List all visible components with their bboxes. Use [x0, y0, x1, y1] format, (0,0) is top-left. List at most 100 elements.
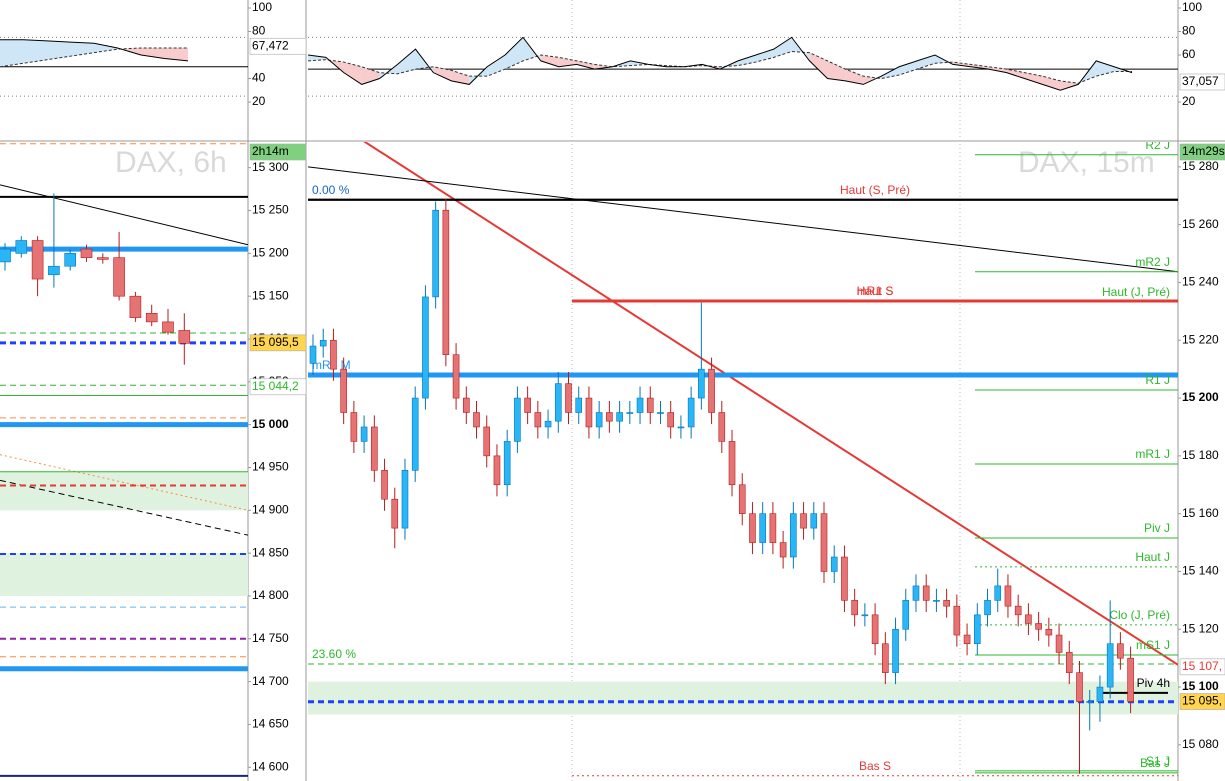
trendline	[0, 454, 248, 511]
level-label: 0.00 %	[312, 183, 350, 197]
price-badge	[249, 378, 307, 396]
candle-body	[933, 600, 940, 602]
level-label: Bas S	[859, 759, 891, 773]
candle-body	[953, 605, 961, 636]
plot-area	[0, 36, 248, 97]
candle-body	[64, 253, 76, 267]
candle-body	[1076, 672, 1083, 702]
y-tick-label: 80	[1182, 24, 1196, 38]
y-tick-label: 14 850	[252, 545, 289, 559]
y-tick-label: 15 150	[252, 288, 289, 302]
osc-fill	[881, 66, 900, 79]
y-tick-label: 15 120	[1182, 621, 1219, 635]
candle-body	[309, 345, 317, 364]
badge-label: 2h14m	[252, 144, 289, 158]
zone	[0, 553, 248, 596]
candle-body	[800, 513, 807, 529]
y-tick-label: 15 240	[1182, 275, 1219, 289]
osc-fill	[308, 55, 326, 61]
level-label: 23.60 %	[312, 647, 356, 661]
candle-body	[810, 513, 818, 529]
candle-body	[1117, 643, 1124, 659]
osc-fill	[558, 57, 577, 67]
candle-body	[80, 248, 93, 258]
y-tick-label: 60	[1182, 47, 1196, 61]
watermark: DAX, 15m	[1018, 146, 1155, 179]
candle-body	[145, 313, 158, 323]
candle-body	[1025, 614, 1032, 624]
candle-body	[677, 426, 685, 429]
y-tick-label: 15 140	[1182, 564, 1219, 578]
candle-body	[790, 513, 797, 558]
candle-body	[129, 295, 142, 318]
candle-body	[779, 542, 787, 558]
candle-body	[728, 441, 736, 486]
y-tick-label: 14 700	[252, 674, 289, 688]
candle-body	[162, 321, 174, 333]
candle-body	[1055, 634, 1063, 653]
candle-body	[759, 513, 766, 543]
candle-body	[330, 339, 337, 370]
osc-fill	[1096, 60, 1115, 77]
candle-body	[534, 412, 542, 428]
candle-body	[442, 209, 450, 356]
candle-body	[493, 455, 501, 486]
candle-body	[432, 209, 439, 298]
candle-body	[340, 368, 347, 413]
y-tick-label: 15 200	[1182, 390, 1219, 404]
candle-body	[892, 628, 899, 673]
trendline	[0, 479, 248, 536]
y-tick-label: 14 650	[252, 717, 289, 731]
candle-body	[616, 412, 623, 422]
candle-body	[994, 585, 1002, 601]
level-label: Haut (J, Pré)	[1102, 285, 1170, 299]
y-tick-label: 15 250	[252, 203, 289, 217]
osc-fill	[952, 62, 971, 67]
plot-area: DAX, 15m 0.00 % Haut (S, Pré) R2 J mR2 J Haut…	[308, 142, 1178, 777]
candle-body	[422, 296, 429, 399]
osc-fill	[773, 37, 792, 58]
badge-label: 15 095,5	[252, 335, 299, 349]
plot-area	[308, 36, 1178, 97]
candle-body	[113, 257, 125, 297]
trendline	[363, 142, 1178, 666]
y-tick-label: 80	[252, 24, 266, 38]
osc-fill	[164, 47, 188, 61]
candle-body	[1045, 628, 1053, 636]
y-tick-label: 15 200	[252, 246, 289, 260]
level-label: Piv 4h	[1137, 676, 1170, 690]
osc-fill	[845, 69, 864, 85]
candle-body	[544, 420, 552, 428]
y-tick-label: 15 160	[1182, 506, 1219, 520]
candle-body	[0, 248, 11, 263]
candle-body	[575, 397, 583, 413]
level-label: Haut J	[1135, 550, 1170, 564]
candle-body	[178, 330, 191, 344]
osc-fill	[47, 40, 71, 60]
candle-body	[1127, 657, 1134, 702]
candle-body	[749, 513, 756, 543]
candle-body	[1106, 643, 1114, 688]
osc-fill	[970, 64, 989, 70]
candle-body	[1004, 585, 1012, 607]
y-tick-label: 14 750	[252, 631, 289, 645]
y-tick-label: 15 100	[1182, 679, 1219, 693]
osc-fill	[1042, 76, 1061, 91]
candle-body	[350, 412, 358, 442]
price-badge	[1179, 693, 1225, 710]
trendline	[0, 184, 248, 246]
y-tick-label: 20	[1182, 94, 1196, 108]
level-label: R1 J	[1145, 373, 1170, 387]
osc-fill	[23, 39, 47, 64]
badge-label: 14m29s	[1182, 144, 1225, 158]
candle-body	[943, 600, 950, 607]
candle-body	[97, 257, 109, 260]
candle-body	[1014, 605, 1022, 616]
osc-fill	[737, 55, 756, 66]
y-tick-label: 14 950	[252, 460, 289, 474]
y-tick-label: 15 080	[1182, 737, 1219, 751]
level-label: mR2 J	[1135, 255, 1170, 269]
osc-fill	[433, 66, 452, 81]
